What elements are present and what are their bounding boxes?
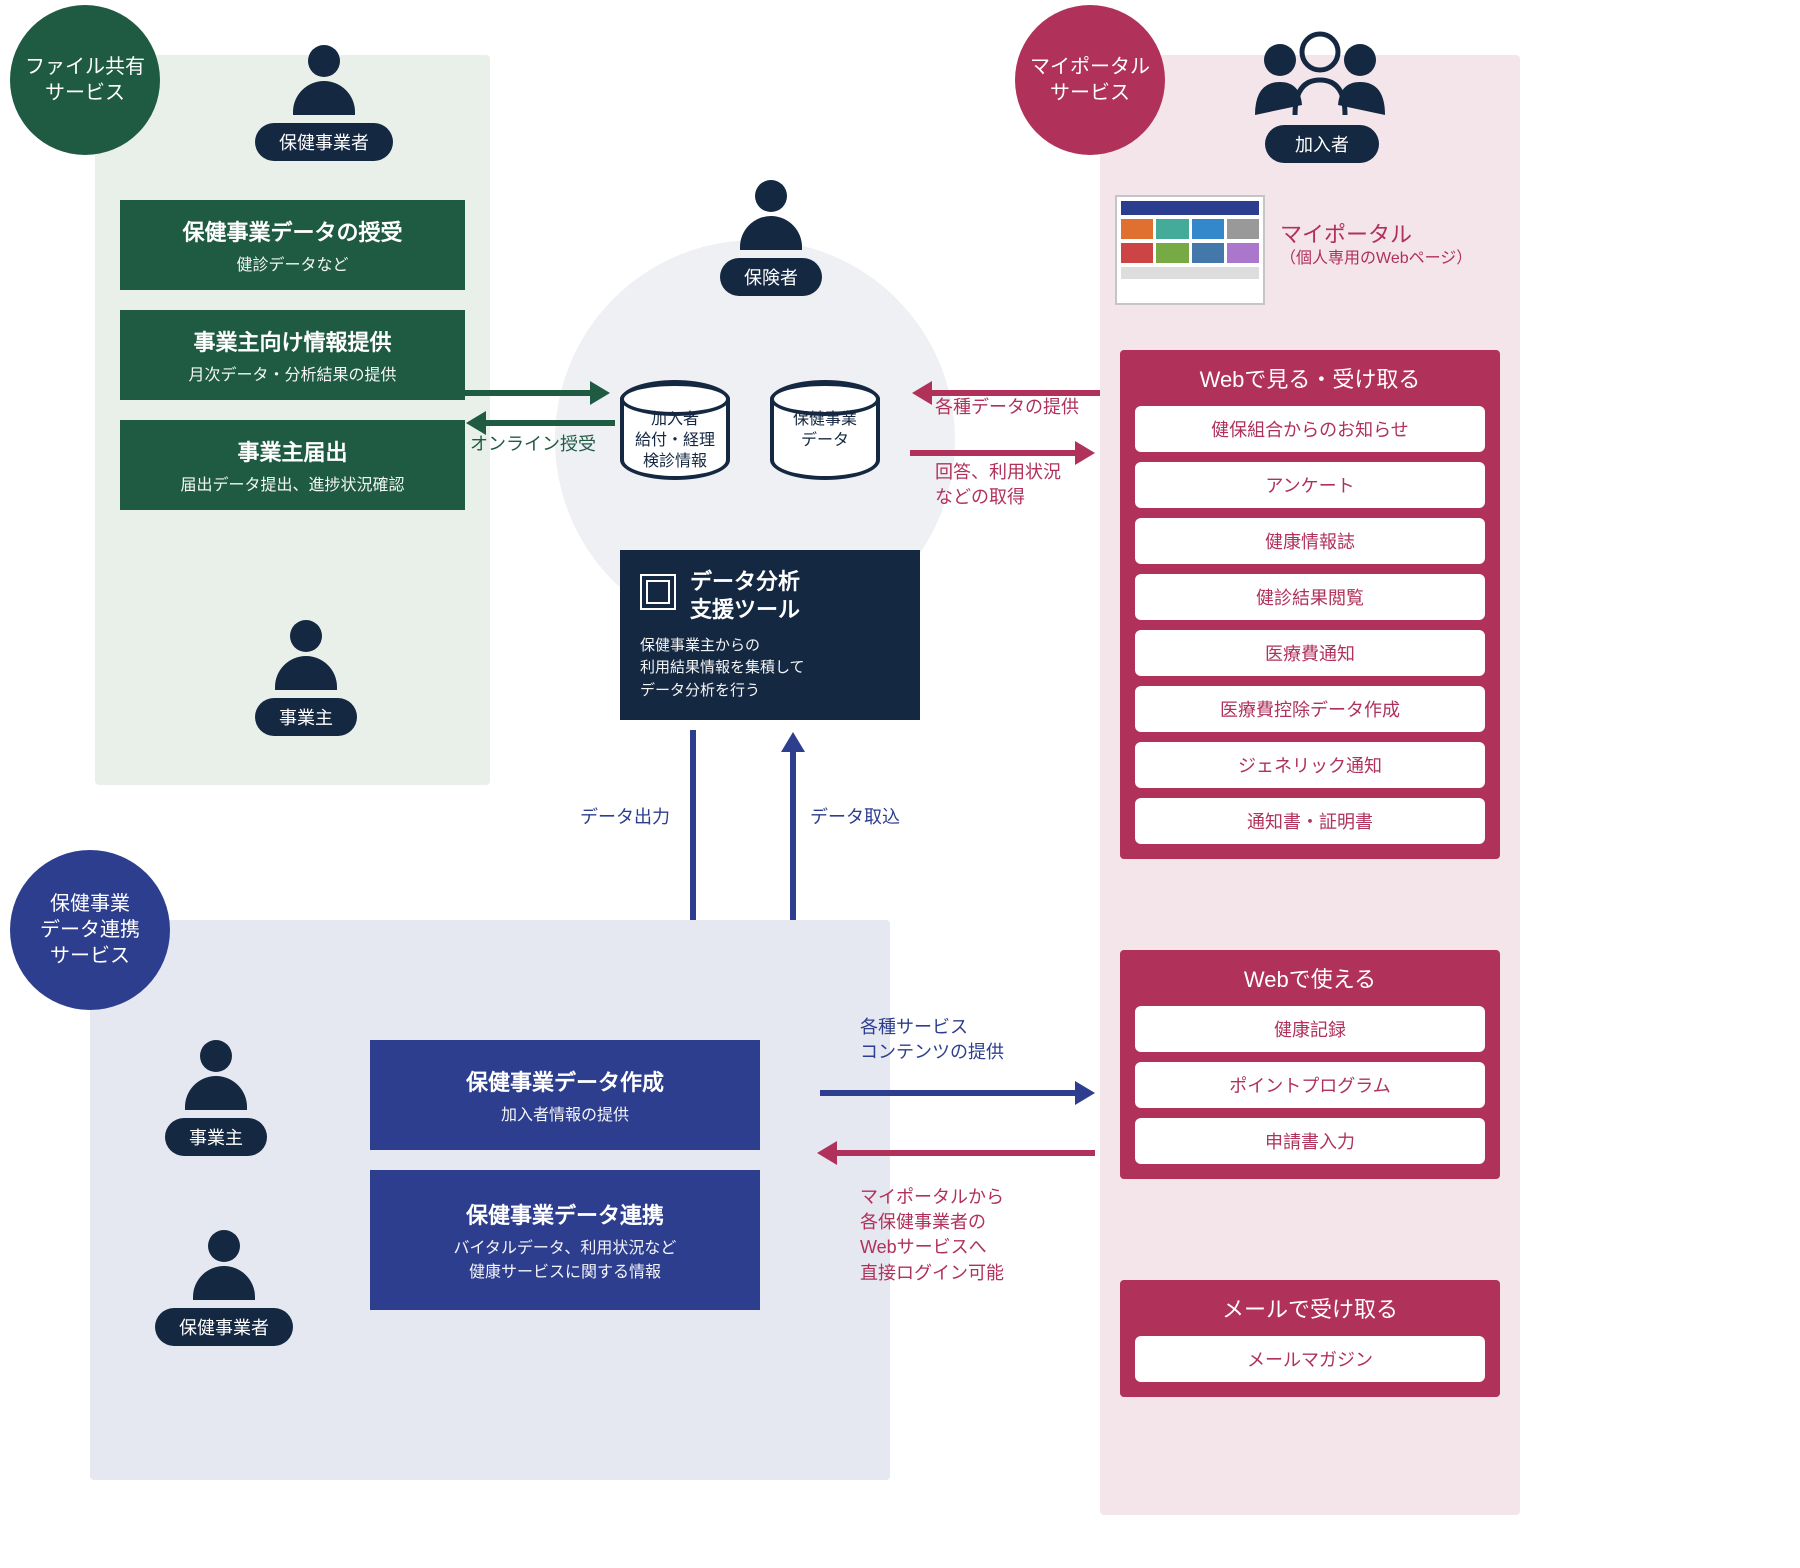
portal-item[interactable]: メールマガジン xyxy=(1135,1336,1485,1382)
provide-label: 各種データの提供 xyxy=(935,395,1079,420)
blue-box-2: 保健事業データ連携 バイタルデータ、利用状況など 健康サービスに関する情報 xyxy=(370,1170,760,1310)
arrow-mag-right xyxy=(910,450,1080,456)
portal-sec3: メールで受け取る メールマガジン xyxy=(1120,1280,1500,1397)
insurer-actor: 保険者 xyxy=(720,180,822,296)
employer-actor-bottom: 事業主 xyxy=(165,1040,267,1156)
portal-item[interactable]: 健診結果閲覧 xyxy=(1135,574,1485,620)
online-label: オンライン授受 xyxy=(470,432,596,457)
sec2-head: Webで使える xyxy=(1120,950,1500,1006)
db-2: 保健事業 データ xyxy=(770,380,880,452)
blue-box-1: 保健事業データ作成 加入者情報の提供 xyxy=(370,1040,760,1150)
portal-item[interactable]: アンケート xyxy=(1135,462,1485,508)
green-box-2: 事業主向け情報提供 月次データ・分析結果の提供 xyxy=(120,310,465,400)
portal-title: マイポータル xyxy=(1280,220,1412,251)
green-box-3: 事業主届出 届出データ提出、進捗状況確認 xyxy=(120,420,465,510)
portal-item[interactable]: 通知書・証明書 xyxy=(1135,798,1485,844)
portal-sub: （個人専用のWebページ） xyxy=(1280,248,1472,270)
portal-item[interactable]: 健康情報誌 xyxy=(1135,518,1485,564)
member-group-icon xyxy=(1250,30,1390,125)
provider-actor-top: 保健事業者 xyxy=(255,45,393,161)
data-link-badge: 保健事業 データ連携 サービス xyxy=(10,850,170,1010)
db-1: 加入者 給付・経理 検診情報 xyxy=(620,380,730,472)
provider-actor-bottom: 保健事業者 xyxy=(155,1230,293,1346)
analysis-tool-box: データ分析 支援ツール 保健事業主からの 利用結果情報を集積して データ分析を行… xyxy=(620,550,920,720)
arrow-mag-back xyxy=(835,1150,1095,1156)
arrow-green-right-head xyxy=(590,381,610,405)
portal-item[interactable]: 健保組合からのお知らせ xyxy=(1135,406,1485,452)
arrow-mag-back-head xyxy=(817,1141,837,1165)
file-share-badge: ファイル共有 サービス xyxy=(10,5,160,155)
portal-thumbnail xyxy=(1115,195,1265,305)
service-content-label: 各種サービス コンテンツの提供 xyxy=(860,1015,1004,1065)
data-in-label: データ取込 xyxy=(810,805,900,830)
portal-item[interactable]: ポイントプログラム xyxy=(1135,1062,1485,1108)
portal-item[interactable]: 医療費通知 xyxy=(1135,630,1485,676)
arrow-green-right xyxy=(465,390,595,396)
provider-label: 保健事業者 xyxy=(255,123,393,161)
insurer-label: 保険者 xyxy=(720,258,822,296)
employer-label: 事業主 xyxy=(255,698,357,736)
response-label: 回答、利用状況 などの取得 xyxy=(935,460,1061,510)
portal-item[interactable]: 医療費控除データ作成 xyxy=(1135,686,1485,732)
arrow-mag-right-head xyxy=(1075,441,1095,465)
arrow-v-up-head xyxy=(781,732,805,752)
arrow-mag-left-head xyxy=(912,381,932,405)
arrow-blue-right-head xyxy=(1075,1081,1095,1105)
employer-actor-top: 事業主 xyxy=(255,620,357,736)
arrow-blue-right xyxy=(820,1090,1080,1096)
direct-login-label: マイポータルから 各保健事業者の Webサービスへ 直接ログイン可能 xyxy=(860,1185,1004,1286)
data-out-label: データ出力 xyxy=(580,805,670,830)
portal-sec1: Webで見る・受け取る 健保組合からのお知らせアンケート健康情報誌健診結果閲覧医… xyxy=(1120,350,1500,859)
portal-item[interactable]: ジェネリック通知 xyxy=(1135,742,1485,788)
sec1-head: Webで見る・受け取る xyxy=(1120,350,1500,406)
cube-icon xyxy=(640,574,676,610)
member-label: 加入者 xyxy=(1265,125,1379,163)
green-box-1: 保健事業データの授受 健診データなど xyxy=(120,200,465,290)
portal-sec2: Webで使える 健康記録ポイントプログラム申請書入力 xyxy=(1120,950,1500,1179)
sec3-head: メールで受け取る xyxy=(1120,1280,1500,1336)
arrow-green-left xyxy=(485,420,615,426)
portal-item[interactable]: 健康記録 xyxy=(1135,1006,1485,1052)
portal-item[interactable]: 申請書入力 xyxy=(1135,1118,1485,1164)
myportal-badge: マイポータル サービス xyxy=(1015,5,1165,155)
